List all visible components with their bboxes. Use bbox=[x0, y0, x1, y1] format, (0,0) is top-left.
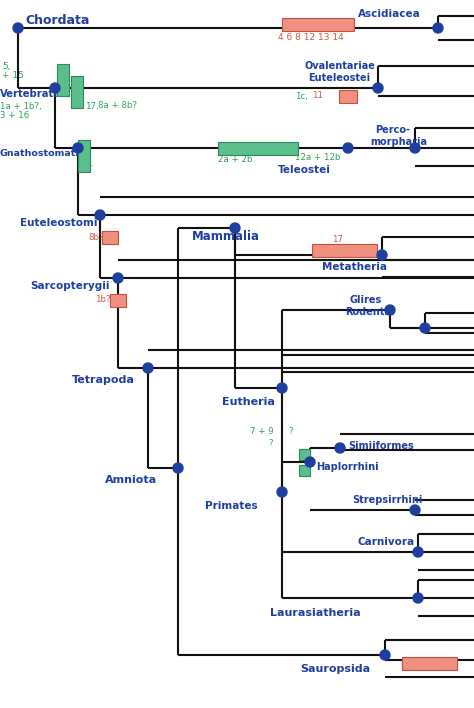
Text: Perco-: Perco- bbox=[375, 125, 410, 135]
Text: Gnathostomata: Gnathostomata bbox=[0, 149, 83, 157]
Bar bbox=[402, 656, 457, 670]
Text: 11: 11 bbox=[82, 159, 93, 169]
Text: Sauropsida: Sauropsida bbox=[300, 664, 370, 674]
Circle shape bbox=[343, 143, 353, 153]
Text: 3 + 16: 3 + 16 bbox=[0, 111, 29, 120]
Circle shape bbox=[50, 83, 60, 93]
Circle shape bbox=[373, 83, 383, 93]
Text: Strepsirrhini: Strepsirrhini bbox=[352, 495, 422, 505]
Circle shape bbox=[277, 383, 287, 393]
Text: 12a + 12b: 12a + 12b bbox=[295, 154, 340, 163]
Text: 11: 11 bbox=[312, 91, 323, 101]
Text: ?: ? bbox=[268, 440, 273, 448]
Text: 7 + 9: 7 + 9 bbox=[250, 428, 273, 437]
Circle shape bbox=[95, 210, 105, 220]
Text: Sarcopterygii: Sarcopterygii bbox=[30, 281, 109, 291]
Text: Primates: Primates bbox=[205, 501, 258, 511]
Bar bbox=[312, 244, 377, 256]
Text: Chordata: Chordata bbox=[25, 13, 90, 26]
Bar bbox=[110, 294, 126, 307]
Bar bbox=[300, 464, 310, 476]
Circle shape bbox=[335, 443, 345, 453]
Text: 8a + 8b?: 8a + 8b? bbox=[98, 101, 137, 110]
Circle shape bbox=[73, 143, 83, 153]
Bar bbox=[57, 64, 69, 96]
Text: Amniota: Amniota bbox=[105, 475, 157, 485]
Text: Euteleostomi: Euteleostomi bbox=[20, 218, 98, 228]
Bar bbox=[218, 142, 298, 154]
Text: 2a + 2b: 2a + 2b bbox=[218, 156, 253, 164]
Circle shape bbox=[143, 363, 153, 373]
Text: 1a + 1b?,: 1a + 1b?, bbox=[0, 101, 42, 110]
Text: ?: ? bbox=[288, 428, 292, 437]
Circle shape bbox=[230, 223, 240, 233]
Text: 1c,: 1c, bbox=[295, 91, 308, 101]
Text: 5,: 5, bbox=[2, 62, 10, 71]
Text: Rodentia: Rodentia bbox=[345, 307, 394, 317]
Text: Vertebrata: Vertebrata bbox=[0, 89, 61, 99]
Text: 1b?: 1b? bbox=[95, 295, 110, 304]
Circle shape bbox=[13, 23, 23, 33]
Text: Carnivora: Carnivora bbox=[358, 537, 415, 547]
Text: Ovalentariae: Ovalentariae bbox=[305, 61, 376, 71]
Text: 17,: 17, bbox=[85, 101, 99, 110]
Text: Ascidiacea: Ascidiacea bbox=[358, 9, 421, 19]
Text: Metatheria: Metatheria bbox=[322, 262, 387, 272]
Text: morpharia: morpharia bbox=[370, 137, 427, 147]
Bar bbox=[339, 89, 357, 103]
Circle shape bbox=[413, 593, 423, 603]
Text: + 15: + 15 bbox=[2, 72, 24, 81]
Circle shape bbox=[173, 463, 183, 473]
Text: Eutheria: Eutheria bbox=[222, 397, 275, 407]
Bar bbox=[71, 76, 83, 108]
Text: 17: 17 bbox=[332, 234, 344, 244]
Circle shape bbox=[385, 305, 395, 315]
Bar bbox=[78, 140, 90, 172]
Text: 8b?: 8b? bbox=[88, 232, 103, 241]
Text: 4 6 8 12 13 14: 4 6 8 12 13 14 bbox=[278, 33, 344, 42]
Text: Mammalia: Mammalia bbox=[192, 229, 260, 243]
Text: Haplorrhini: Haplorrhini bbox=[316, 462, 379, 472]
Text: Tetrapoda: Tetrapoda bbox=[72, 375, 135, 385]
Circle shape bbox=[277, 487, 287, 497]
Circle shape bbox=[410, 143, 420, 153]
Circle shape bbox=[380, 650, 390, 660]
Text: Glires: Glires bbox=[350, 295, 382, 305]
Circle shape bbox=[433, 23, 443, 33]
Bar bbox=[102, 231, 118, 244]
Bar bbox=[300, 448, 310, 459]
Circle shape bbox=[305, 457, 315, 467]
Circle shape bbox=[413, 547, 423, 557]
Circle shape bbox=[377, 250, 387, 260]
Bar bbox=[282, 18, 354, 30]
Text: Laurasiatheria: Laurasiatheria bbox=[270, 608, 361, 618]
Text: Teleostei: Teleostei bbox=[278, 165, 331, 175]
Circle shape bbox=[420, 323, 430, 333]
Circle shape bbox=[410, 505, 420, 515]
Text: Euteleostei: Euteleostei bbox=[308, 73, 370, 83]
Text: Simiiformes: Simiiformes bbox=[348, 441, 414, 451]
Circle shape bbox=[113, 273, 123, 283]
